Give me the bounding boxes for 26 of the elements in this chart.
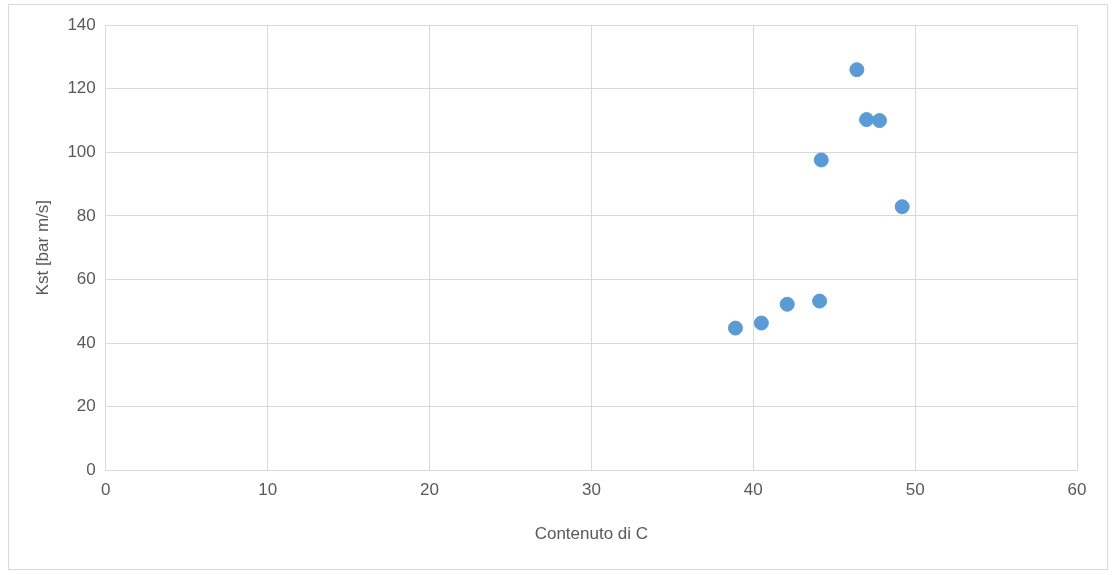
y-tick-label: 100 (67, 142, 96, 162)
point (779, 296, 795, 312)
x-tick-label: 0 (101, 480, 111, 500)
y-tick-label: 140 (67, 14, 96, 34)
x-tick-label: 40 (743, 480, 763, 500)
x-tick-label: 20 (420, 480, 439, 500)
point (727, 320, 743, 336)
point (859, 112, 875, 128)
y-axis-title: Kst [bar m/s] (32, 199, 52, 296)
x-tick-label: 30 (581, 480, 601, 500)
point (894, 199, 910, 215)
x-tick-label: 50 (905, 480, 925, 500)
x-axis-title: Contenuto di C (534, 524, 649, 544)
y-tick-label: 0 (86, 459, 96, 479)
point (812, 293, 828, 309)
point (872, 113, 888, 129)
x-tick-label: 10 (258, 480, 278, 500)
point (849, 62, 865, 78)
y-tick-label: 20 (76, 396, 96, 416)
point (813, 152, 829, 168)
y-tick-label: 60 (76, 269, 96, 289)
y-tick-label: 40 (76, 332, 96, 352)
point (753, 315, 769, 331)
x-tick-label: 60 (1067, 480, 1087, 500)
y-tick-label: 120 (67, 78, 96, 98)
y-tick-label: 80 (76, 205, 96, 225)
